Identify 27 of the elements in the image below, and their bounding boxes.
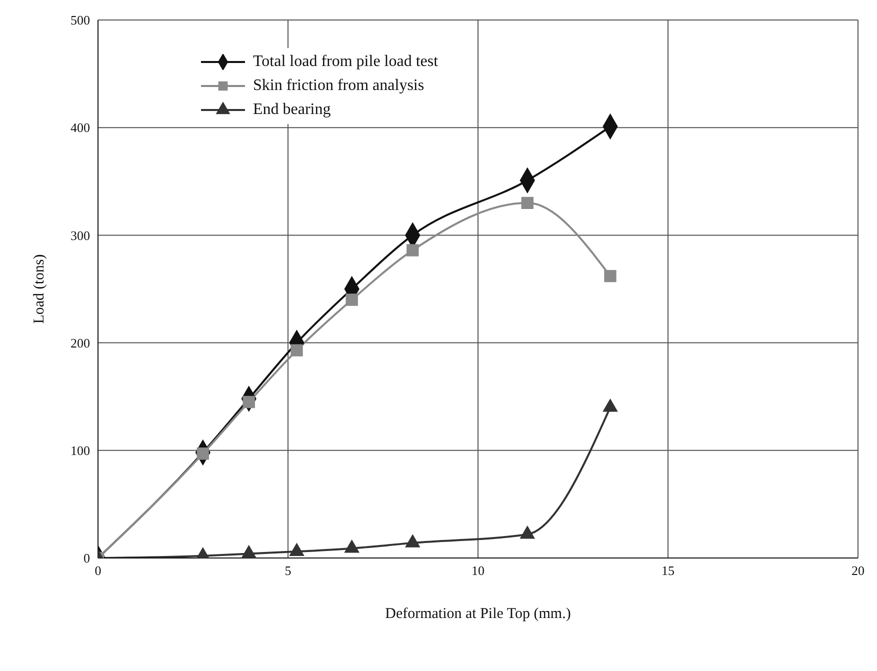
legend-label: End bearing — [253, 101, 331, 119]
y-tick-label: 100 — [70, 443, 90, 458]
y-tick-label: 200 — [70, 335, 90, 350]
y-axis-title: Load (tons) — [31, 254, 48, 324]
point — [346, 294, 358, 306]
x-tick-label: 10 — [472, 563, 484, 578]
point — [405, 534, 420, 548]
x-tick-label: 0 — [94, 563, 102, 578]
y-tick-label: 300 — [70, 228, 90, 243]
point — [289, 543, 304, 556]
point — [242, 545, 256, 558]
point — [604, 270, 616, 282]
point — [344, 540, 360, 553]
legend-label: Total load from pile load test — [253, 53, 438, 71]
x-tick-label: 15 — [662, 563, 674, 578]
point — [406, 244, 419, 256]
y-tick-label: 0 — [84, 550, 90, 566]
point — [290, 344, 303, 356]
legend-label: Skin friction from analysis — [253, 77, 424, 95]
point — [521, 196, 534, 210]
x-axis-title: Deformation at Pile Top (mm.) — [385, 606, 571, 622]
point — [602, 399, 618, 412]
x-tick-label: 5 — [284, 563, 292, 578]
x-tick-label: 20 — [852, 563, 864, 578]
y-tick-label: 500 — [70, 12, 90, 28]
y-tick-label: 400 — [70, 120, 90, 136]
point — [520, 526, 535, 539]
